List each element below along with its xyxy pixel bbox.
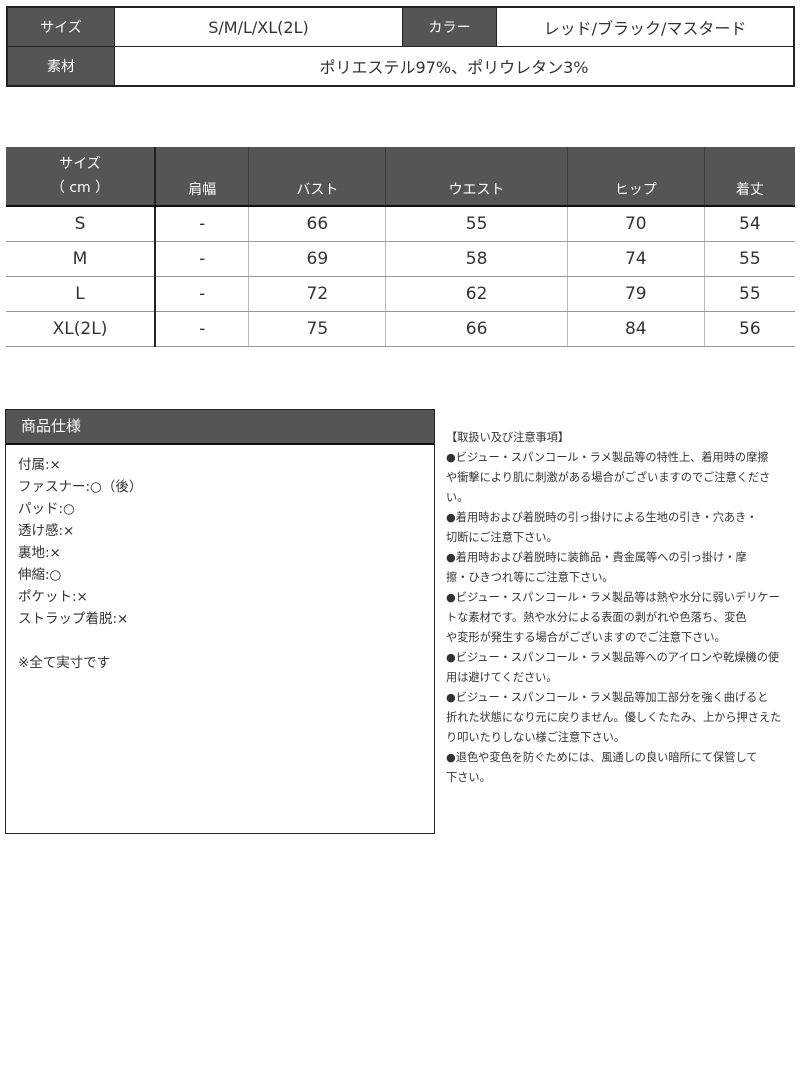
spec-item: 裏地:×	[18, 545, 61, 561]
note-line: り叩いたりしない様ご注意下さい。	[446, 731, 626, 744]
measure-cell: 54	[704, 206, 795, 242]
measure-cell: 55	[704, 241, 795, 277]
color-value: レッド/ブラック/マスタード	[496, 6, 795, 47]
spec-title: 商品仕様	[6, 410, 434, 445]
size-value: S/M/L/XL(2L)	[114, 6, 403, 47]
measure-cell: -	[155, 206, 250, 242]
note-line: ●着用時および着脱時に装飾品・貴金属等への引っ掛け・摩	[446, 551, 747, 564]
note-line: 用は避けてください。	[446, 671, 558, 684]
spec-item: ファスナー:○（後）	[18, 479, 143, 495]
measure-cell: -	[155, 241, 250, 277]
table-row: S -66 55 70 54	[6, 206, 795, 242]
spec-item: 伸縮:○	[18, 567, 62, 583]
table-row: M -69 58 74 55	[6, 241, 795, 277]
note-line: ●ビジュー・スパンコール・ラメ製品等の特性上、着用時の摩擦	[446, 451, 769, 464]
measure-cell: 79	[567, 276, 705, 312]
measure-cell: -	[155, 311, 250, 347]
size-cell: S	[6, 206, 156, 242]
material-value: ポリエステル97%、ポリウレタン3%	[114, 46, 795, 87]
product-info-table: サイズ S/M/L/XL(2L) カラー レッド/ブラック/マスタード 素材 ポ…	[6, 6, 795, 87]
column-header: ウエスト	[385, 147, 568, 207]
measure-cell: 70	[567, 206, 705, 242]
measure-cell: 62	[385, 276, 568, 312]
spec-item: パッド:○	[18, 501, 75, 517]
size-cell: M	[6, 241, 156, 277]
measure-cell: 55	[385, 206, 568, 242]
size-cell: XL(2L)	[6, 311, 156, 347]
care-notes: 【取扱い及び注意事項】 ●ビジュー・スパンコール・ラメ製品等の特性上、着用時の摩擦…	[446, 428, 794, 788]
note-line: ●退色や変色を防ぐためには、風通しの良い暗所にて保管して	[446, 751, 758, 764]
size-header-label: サイズ	[59, 156, 101, 172]
table-row: XL(2L) -75 66 84 56	[6, 311, 795, 347]
measure-cell: 72	[248, 276, 387, 312]
size-chart-table: サイズ（ cm ） 肩幅 バスト ウエスト ヒップ 着丈 S -66 55 70 54 M…	[6, 147, 795, 347]
column-header: ヒップ	[567, 147, 705, 207]
measure-cell: -	[155, 276, 250, 312]
measure-cell: 69	[248, 241, 387, 277]
note-line: 折れた状態になり元に戻りません。優しくたたみ、上から押さえた	[446, 711, 782, 724]
note-line: 切断にご注意下さい。	[446, 531, 558, 544]
spec-item: ストラップ着脱:×	[18, 611, 129, 627]
spec-item: 透け感:×	[18, 523, 75, 539]
column-header: 着丈	[704, 147, 795, 207]
measure-cell: 74	[567, 241, 705, 277]
table-row: L -72 62 79 55	[6, 276, 795, 312]
spec-panel: 商品仕様 付属:× ファスナー:○（後） パッド:○ 透け感:× 裏地:× 伸縮:○ ポケッ…	[5, 409, 435, 834]
measure-cell: 56	[704, 311, 795, 347]
color-label: カラー	[402, 6, 497, 47]
note-line: い。	[446, 491, 469, 504]
measure-cell: 66	[385, 311, 568, 347]
note-line: や変形が発生する場合がございますのでご注意下さい。	[446, 631, 726, 644]
note-line: ●着用時および着脱時の引っ掛けによる生地の引き・穴あき・	[446, 511, 758, 524]
measure-cell: 75	[248, 311, 387, 347]
note-line: 擦・ひきつれ等にご注意下さい。	[446, 571, 614, 584]
size-cell: L	[6, 276, 156, 312]
spec-item: 付属:×	[18, 457, 61, 473]
note-line: ●ビジュー・スパンコール・ラメ製品等は熱や水分に弱いデリケー	[446, 591, 780, 604]
note-line: 【取扱い及び注意事項】	[446, 431, 570, 444]
measure-cell: 55	[704, 276, 795, 312]
measure-cell: 84	[567, 311, 705, 347]
note-line: や衝撃により肌に刺激がある場合がございますのでご注意くださ	[446, 471, 771, 484]
spec-note: ※全て実寸です	[18, 655, 111, 671]
size-header-unit: （ cm ）	[50, 180, 110, 196]
note-line: ●ビジュー・スパンコール・ラメ製品等へのアイロンや乾燥機の使	[446, 651, 780, 664]
size-header: サイズ （ cm ）	[6, 147, 156, 207]
spec-list: 付属:× ファスナー:○（後） パッド:○ 透け感:× 裏地:× 伸縮:○ ポケット:× スト…	[6, 445, 434, 674]
spec-item: ポケット:×	[18, 589, 88, 605]
material-label: 素材	[6, 46, 115, 87]
note-line: ●ビジュー・スパンコール・ラメ製品等加工部分を強く曲げると	[446, 691, 769, 704]
column-header: 肩幅	[155, 147, 250, 207]
size-chart-header: サイズ （ cm ） 肩幅 バスト ウエスト ヒップ 着丈	[6, 147, 795, 207]
measure-cell: 66	[248, 206, 387, 242]
column-header: バスト	[248, 147, 387, 207]
size-label: サイズ	[6, 6, 115, 47]
note-line: トな素材です。熱や水分による表面の剥がれや色落ち、変色	[446, 611, 747, 624]
note-line: 下さい。	[446, 771, 491, 784]
measure-cell: 58	[385, 241, 568, 277]
